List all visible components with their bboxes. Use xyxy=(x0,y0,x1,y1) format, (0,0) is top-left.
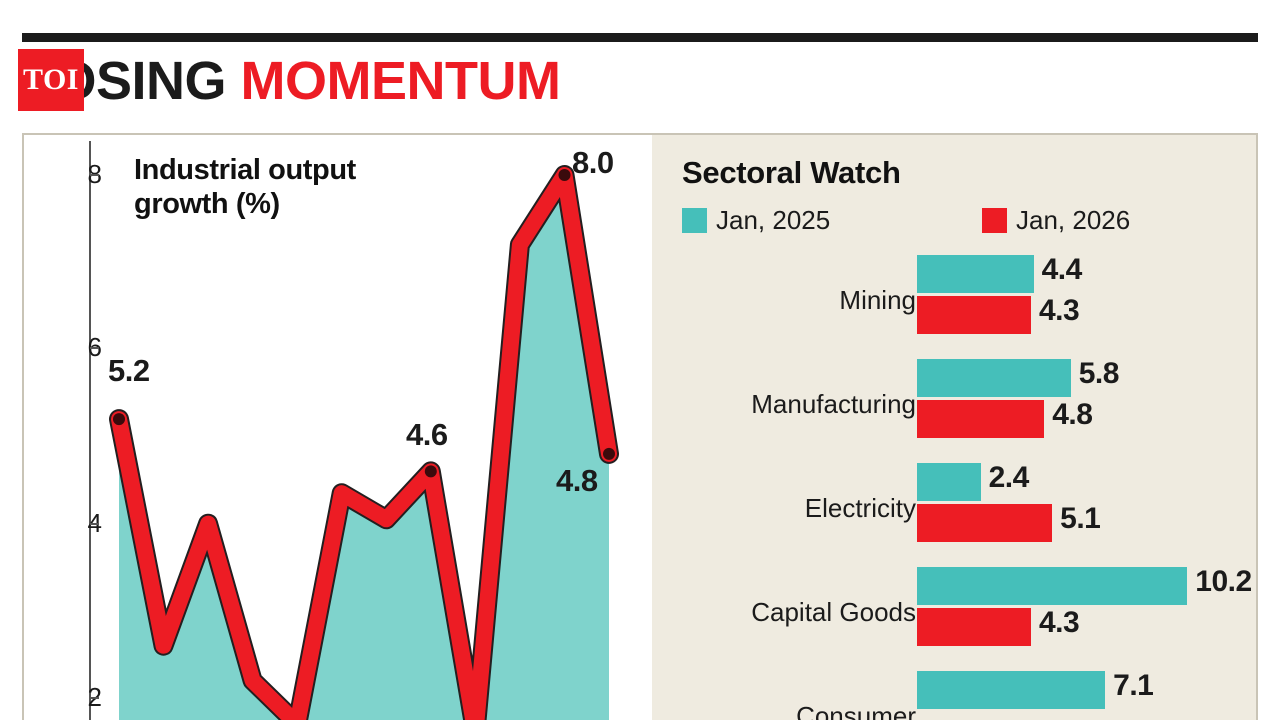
line-chart-title-line2: growth (%) xyxy=(134,188,280,220)
headline-red-text: MOMENTUM xyxy=(240,51,561,111)
sector-label: Manufacturing xyxy=(751,389,916,419)
toi-logo-text: TOI xyxy=(23,63,79,96)
line-chart-panel: Industrial output growth (%) 8 6 4 2 xyxy=(24,135,652,720)
y-tick-mark-6 xyxy=(90,347,99,349)
bar-jan-2025 xyxy=(917,359,1071,397)
bar-jan-2025 xyxy=(917,567,1188,605)
page-title: LOSING MOMENTUM xyxy=(22,50,561,112)
sector-label: Capital Goods xyxy=(751,597,916,627)
legend-label-jan-2026: Jan, 2026 xyxy=(1016,205,1131,235)
legend-swatch-teal xyxy=(682,208,707,233)
line-label-peak: 8.0 xyxy=(572,145,614,180)
line-chart-title-line1: Industrial output xyxy=(134,154,356,186)
data-point-marker xyxy=(113,413,125,426)
bar-value-jan-2026: 4.3 xyxy=(1038,294,1080,327)
line-label-last: 4.8 xyxy=(556,463,598,498)
legend-label-jan-2025: Jan, 2025 xyxy=(716,205,831,235)
line-chart-title: Industrial output growth (%) xyxy=(134,153,464,221)
y-tick-mark-2 xyxy=(90,697,99,699)
toi-logo: TOI xyxy=(18,49,84,111)
sector-label: Electricity xyxy=(804,493,916,523)
sector-row: Mining 4.4 4.3 xyxy=(652,253,1256,359)
bar-value-jan-2025: 5.8 xyxy=(1078,357,1120,390)
bar-jan-2025 xyxy=(917,463,981,501)
header-rule xyxy=(22,33,1258,42)
bar-jan-2026 xyxy=(917,504,1053,542)
bar-jan-2026 xyxy=(917,608,1031,646)
bar-jan-2026 xyxy=(917,400,1045,438)
y-tick-mark-4 xyxy=(90,523,99,525)
line-label-first: 5.2 xyxy=(108,353,150,388)
bar-jan-2026 xyxy=(917,296,1031,334)
sector-label: Consumer xyxy=(796,701,916,720)
legend-item-jan-2026: Jan, 2026 xyxy=(982,205,1130,236)
line-markers xyxy=(113,169,615,478)
sectoral-watch-legend: Jan, 2025 Jan, 2026 xyxy=(682,205,1242,235)
sector-row: Manufacturing 5.8 4.8 xyxy=(652,357,1256,463)
bar-jan-2025 xyxy=(917,671,1106,709)
bar-value-jan-2026: 4.8 xyxy=(1052,398,1093,431)
bar-value-jan-2026: 4.3 xyxy=(1038,606,1080,639)
sector-bars-area: Mining 4.4 4.3 Manufacturing 5.8 4.8 Electrici… xyxy=(652,253,1256,720)
data-point-marker xyxy=(603,447,615,460)
sector-row: Capital Goods 10.2 4.3 xyxy=(652,565,1256,671)
line-label-mid: 4.6 xyxy=(406,417,448,452)
y-tick-mark-8 xyxy=(90,174,99,176)
sector-label: Mining xyxy=(839,285,916,315)
legend-swatch-red xyxy=(982,208,1007,233)
sectoral-watch-panel: Sectoral Watch Jan, 2025 Jan, 2026 Minin… xyxy=(652,135,1256,720)
bar-value-jan-2025: 4.4 xyxy=(1041,253,1083,286)
legend-item-jan-2025: Jan, 2025 xyxy=(682,205,830,236)
sectoral-watch-title: Sectoral Watch xyxy=(682,155,901,190)
bar-jan-2025 xyxy=(917,255,1034,293)
data-point-marker xyxy=(424,465,437,478)
bar-value-jan-2025: 2.4 xyxy=(988,461,1030,494)
line-stroke xyxy=(111,167,617,720)
bar-value-jan-2026: 5.1 xyxy=(1060,502,1101,535)
industrial-output-line-chart xyxy=(109,165,619,720)
area-fill xyxy=(119,175,609,720)
bar-value-jan-2025: 7.1 xyxy=(1113,669,1154,702)
data-point-marker xyxy=(558,169,571,181)
y-axis-line xyxy=(89,141,91,720)
bar-value-jan-2025: 10.2 xyxy=(1195,565,1252,598)
sector-row: Electricity 2.4 5.1 xyxy=(652,461,1256,567)
chart-panels: Industrial output growth (%) 8 6 4 2 xyxy=(22,133,1258,720)
sector-row: Consumer 7.1 xyxy=(652,669,1256,720)
